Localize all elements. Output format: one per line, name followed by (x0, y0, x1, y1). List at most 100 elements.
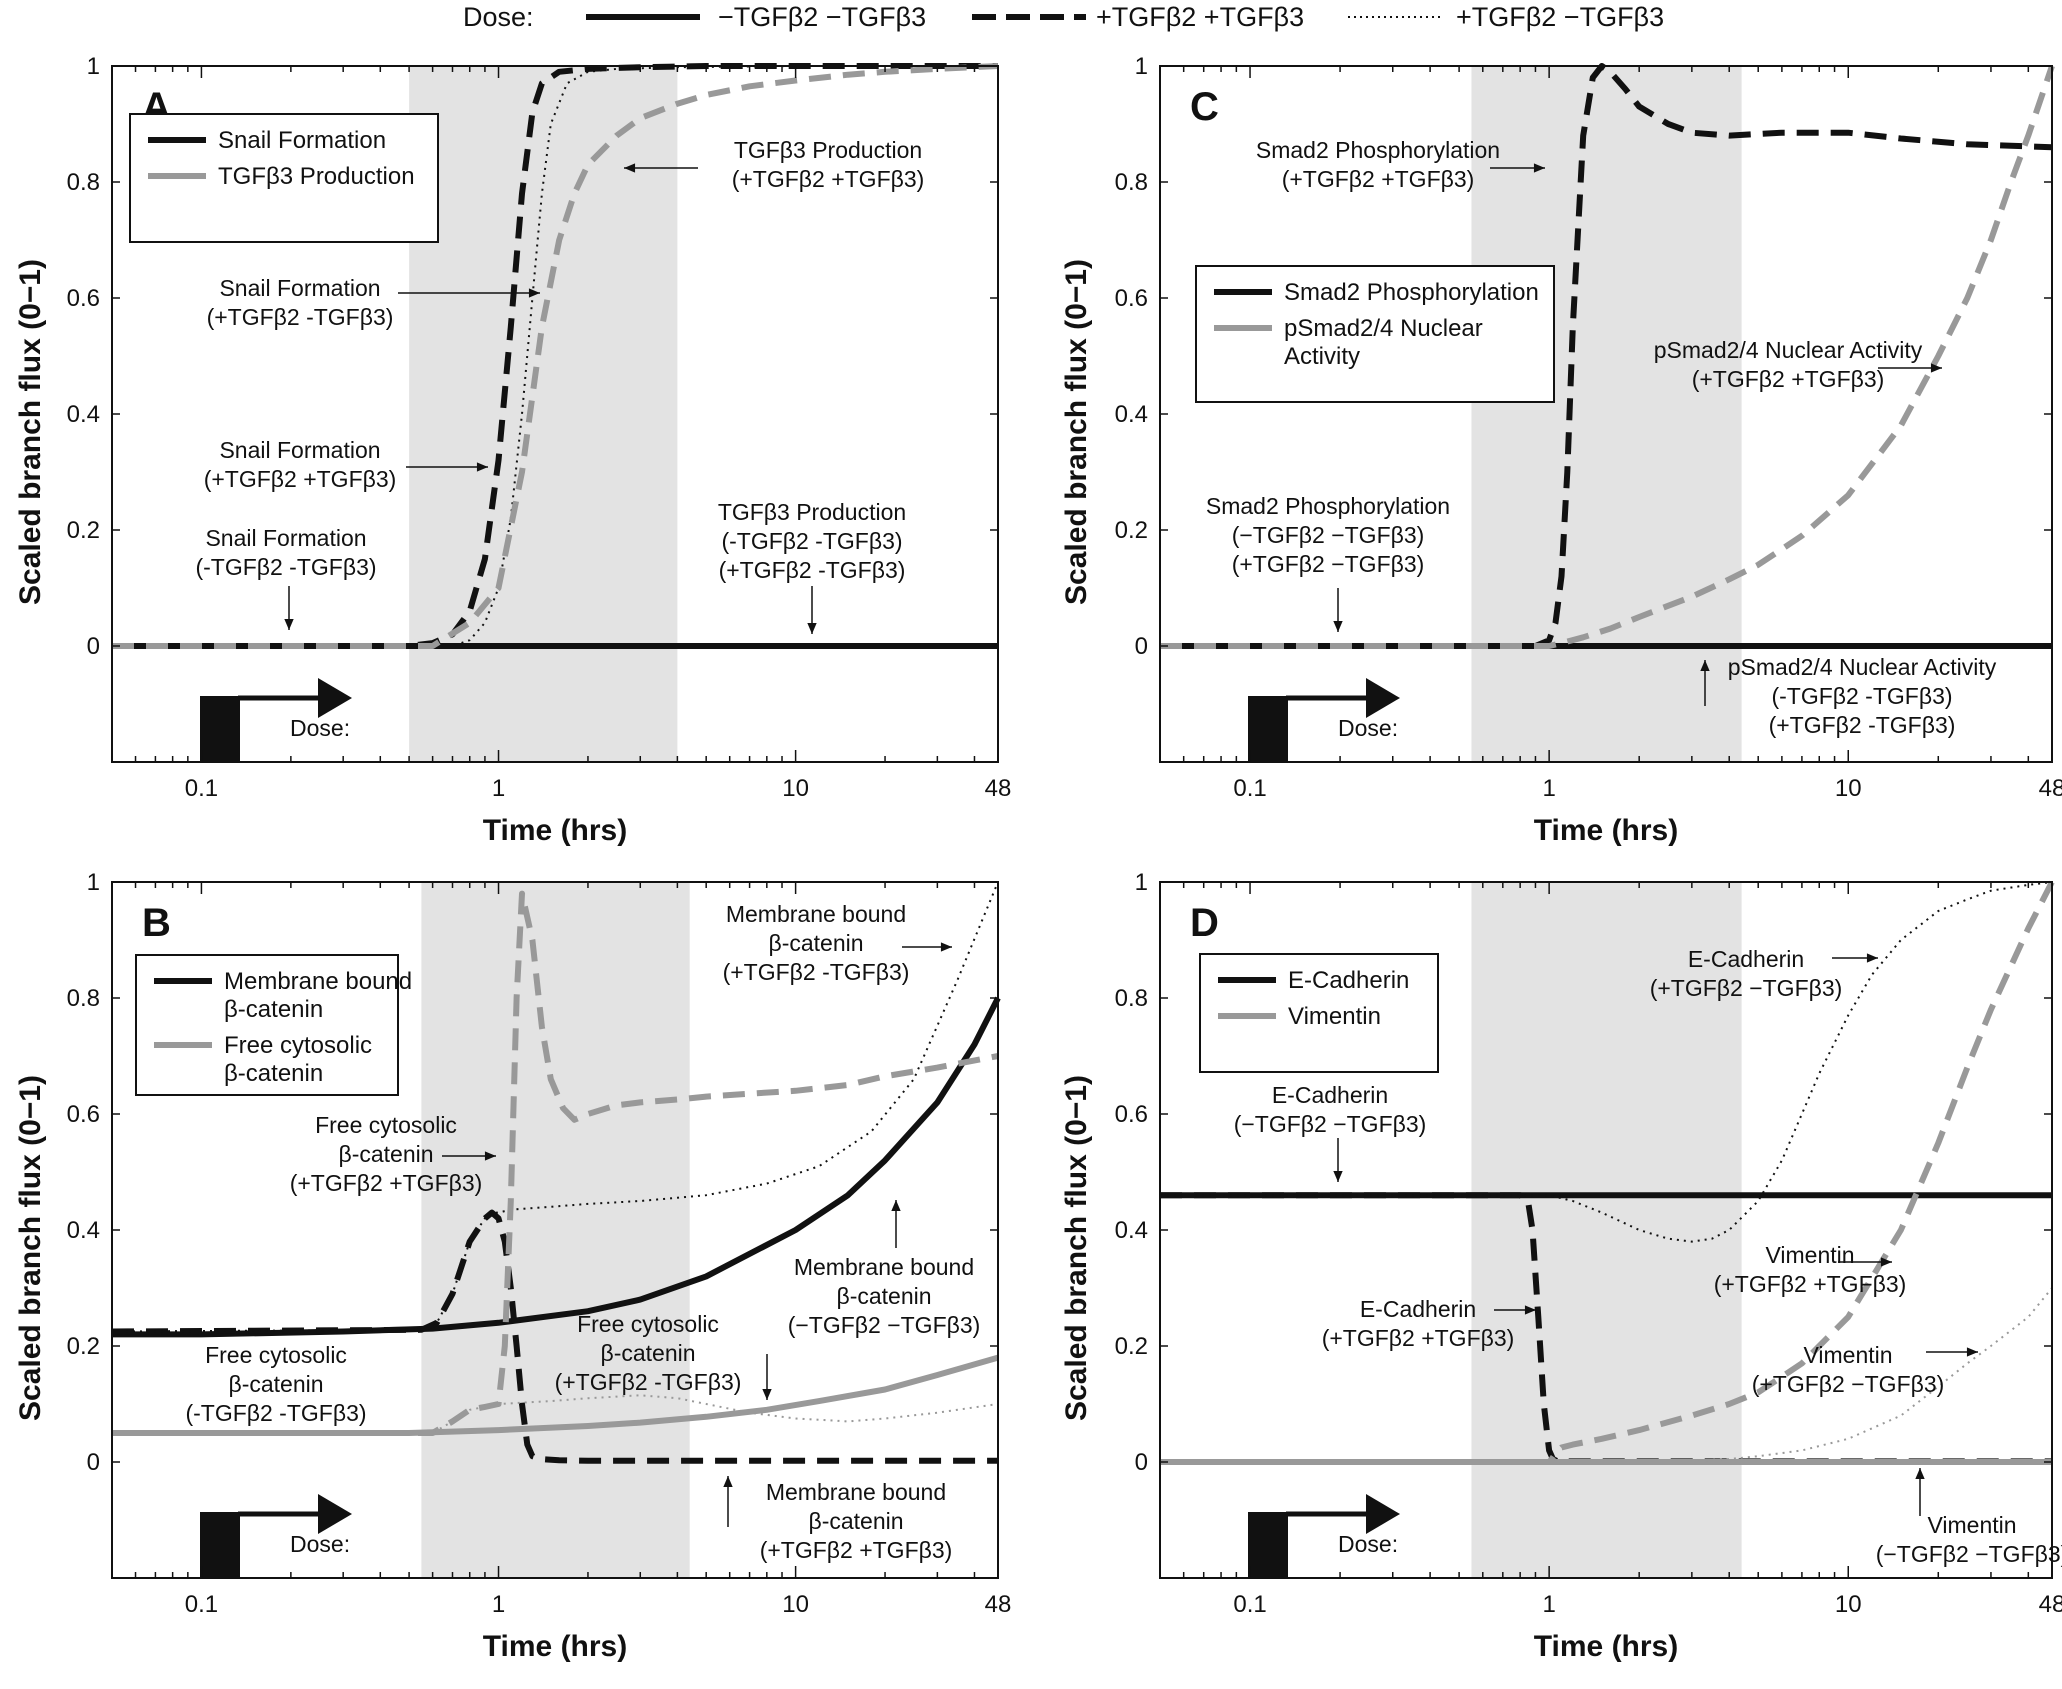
annotation-text: Vimentin (1927, 1512, 2016, 1538)
panel-legend: E-Cadherin Vimentin (1199, 953, 1439, 1073)
panel-letter: D (1190, 901, 1219, 945)
y-tick-label: 0 (1135, 633, 1148, 660)
annotation-text: β-catenin (338, 1141, 433, 1167)
annotation: E-Cadherin (−TGFβ2 −TGFβ3) (1234, 1082, 1426, 1182)
annotation: Vimentin (+TGFβ2 −TGFβ3) (1752, 1342, 1978, 1397)
annotation-arrow-head (1915, 1468, 1925, 1480)
y-tick-label: 0.2 (1115, 517, 1148, 544)
x-axis-label: Time (hrs) (483, 1630, 627, 1663)
y-tick-label: 0 (87, 633, 100, 660)
y-axis-label: Scaled branch flux (0−1) (1060, 259, 1093, 605)
y-tick-label: 0 (1135, 1449, 1148, 1476)
legend-label: Membrane bound (224, 968, 412, 995)
annotation-arrow-head (1333, 1170, 1343, 1182)
x-tick-label: 1 (492, 775, 505, 802)
annotation-arrow-head (284, 618, 294, 630)
dose-arrow-head (1366, 678, 1400, 718)
annotation: E-Cadherin (+TGFβ2 −TGFβ3) (1650, 946, 1878, 1001)
annotation-text: (+TGFβ2 -TGFβ3) (1769, 712, 1956, 738)
annotation-arrow-head (476, 462, 488, 472)
top-legend: Dose: −TGFβ2 −TGFβ3 +TGFβ2 +TGFβ3 +TGFβ2… (463, 2, 1664, 32)
annotation: Snail Formation (+TGFβ2 -TGFβ3) (207, 275, 540, 330)
y-tick-label: 0 (87, 1449, 100, 1476)
series-gray-dashed (1160, 65, 2055, 649)
annotation-arrow-head (940, 942, 952, 952)
annotation: E-Cadherin (+TGFβ2 +TGFβ3) (1322, 1296, 1536, 1351)
y-tick-label: 0.8 (1115, 985, 1148, 1012)
annotation-text: (+TGFβ2 -TGFβ3) (555, 1369, 742, 1395)
dose-window-shade (1471, 66, 1742, 762)
annotation-text: Snail Formation (205, 525, 366, 551)
x-axis-label: Time (hrs) (1534, 1630, 1678, 1663)
dose-bar (200, 1512, 240, 1578)
annotation-text: pSmad2/4 Nuclear Activity (1728, 654, 1997, 680)
panel-letter: C (1190, 85, 1219, 129)
x-tick-label: 48 (2039, 1591, 2062, 1618)
annotation-arrow-head (1524, 1305, 1536, 1315)
panel-a: Dose: 0 0.2 0.4 0.6 0.8 1 0.1 1 10 48 Time (hrs) Sca… (14, 53, 1011, 847)
top-legend-title: Dose: (463, 2, 534, 32)
x-tick-label: 0.1 (1233, 1591, 1266, 1618)
annotation-arrow-head (1533, 163, 1545, 173)
y-axis-label: Scaled branch flux (0−1) (14, 259, 47, 605)
annotation-text: Snail Formation (219, 275, 380, 301)
y-axis-label: Scaled branch flux (0−1) (1060, 1075, 1093, 1421)
dose-arrow-head (1366, 1494, 1400, 1534)
x-tick-label: 1 (1542, 1591, 1555, 1618)
annotation-arrow-head (1880, 1257, 1892, 1267)
panel-legend: Snail Formation TGFβ3 Production (129, 113, 439, 243)
series-black-dotted (1160, 881, 2053, 1243)
dose-window-shade (421, 882, 690, 1578)
annotation-arrow-head (624, 163, 636, 173)
x-tick-label: 10 (782, 1591, 809, 1618)
series-black-dashed (111, 1209, 998, 1464)
annotation-text: (−TGFβ2 −TGFβ3) (1232, 522, 1425, 548)
dose-label: Dose: (1338, 1531, 1398, 1557)
panel-legend: Smad2 Phosphorylation pSmad2/4 NuclearAct… (1195, 265, 1555, 403)
series-gray-dashed (112, 63, 999, 649)
annotation-text: β-catenin (808, 1508, 903, 1534)
annotation-text: β-catenin (228, 1371, 323, 1397)
dose-marker: Dose: (1248, 678, 1400, 762)
y-tick-label: 0.4 (67, 401, 100, 428)
annotation-text: Snail Formation (219, 437, 380, 463)
annotation-text: (+TGFβ2 -TGFβ3) (207, 304, 394, 330)
annotation-text: (+TGFβ2 -TGFβ3) (719, 557, 906, 583)
annotation-arrow-head (891, 1200, 901, 1212)
legend-label: pSmad2/4 Nuclear (1284, 315, 1483, 342)
annotation-text: (-TGFβ2 -TGFβ3) (1771, 683, 1952, 709)
annotation-arrow-head (762, 1388, 772, 1400)
y-axis-label: Scaled branch flux (0−1) (14, 1075, 47, 1421)
annotation-text: (+TGFβ2 -TGFβ3) (723, 959, 910, 985)
annotation-text: Vimentin (1803, 1342, 1892, 1368)
x-tick-label: 48 (985, 775, 1012, 802)
annotation-arrow-head (1700, 660, 1710, 672)
annotation-arrow-head (528, 288, 540, 298)
dose-bar (200, 696, 240, 762)
annotation-text: (+TGFβ2 −TGFβ3) (1752, 1371, 1945, 1397)
y-tick-label: 0.2 (67, 1333, 100, 1360)
legend-label: Snail Formation (218, 127, 386, 154)
annotation-text: (+TGFβ2 +TGFβ3) (204, 466, 397, 492)
annotation: Membrane bound β-catenin (+TGFβ2 -TGFβ3) (723, 901, 952, 985)
annotation: Smad2 Phosphorylation (+TGFβ2 +TGFβ3) (1256, 137, 1545, 192)
y-tick-label: 0.2 (67, 517, 100, 544)
dose-arrow-head (318, 1494, 352, 1534)
legend-label: E-Cadherin (1288, 967, 1409, 994)
panel-letter: B (142, 901, 171, 945)
annotation-text: Membrane bound (726, 901, 906, 927)
x-tick-label: 48 (2039, 775, 2062, 802)
y-tick-label: 0.6 (67, 285, 100, 312)
y-tick-label: 0.6 (67, 1101, 100, 1128)
annotation-text: (+TGFβ2 +TGFβ3) (1714, 1271, 1907, 1297)
annotation-text: Membrane bound (766, 1479, 946, 1505)
annotation-text: Free cytosolic (205, 1342, 347, 1368)
dose-label: Dose: (1338, 715, 1398, 741)
annotation-text: (−TGFβ2 −TGFβ3) (1876, 1541, 2062, 1567)
legend-label: Vimentin (1288, 1003, 1381, 1030)
annotation-text: Membrane bound (794, 1254, 974, 1280)
x-tick-label: 1 (492, 1591, 505, 1618)
annotation-text: pSmad2/4 Nuclear Activity (1654, 337, 1923, 363)
annotation-text: Free cytosolic (577, 1311, 719, 1337)
